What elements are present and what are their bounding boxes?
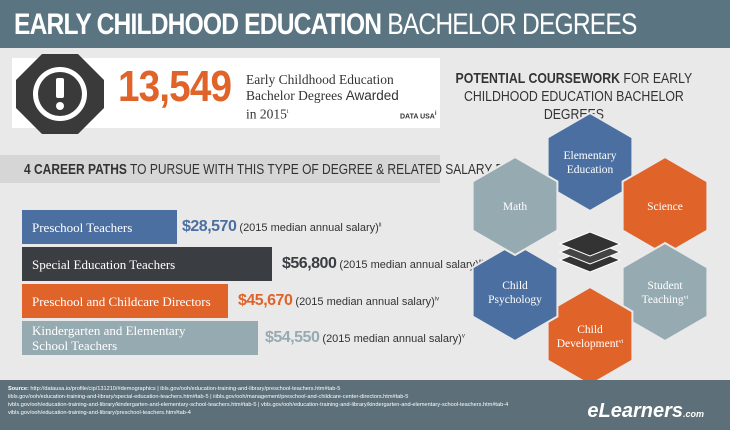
hexagon bbox=[471, 155, 559, 257]
course-label: Developmentvi bbox=[557, 338, 624, 350]
source-line: Source: http://datausa.io/profile/cip/13… bbox=[8, 386, 341, 392]
hexagon bbox=[471, 241, 559, 343]
course-note: vi bbox=[619, 339, 624, 345]
course-label: Education bbox=[567, 164, 614, 176]
course-label: Elementary bbox=[563, 150, 616, 162]
hexagon bbox=[621, 241, 709, 343]
careers-heading: 4 CAREER PATHS TO PURSUE WITH THIS TYPE … bbox=[0, 155, 526, 183]
course-label: Child bbox=[502, 280, 528, 292]
career-salary: $56,800 (2015 median annual salary)iii bbox=[282, 255, 483, 272]
book bbox=[558, 231, 622, 257]
course-label: Teachingvi bbox=[642, 294, 689, 306]
course-label: Student bbox=[647, 280, 683, 292]
career-bar: Special Education Teachers bbox=[22, 247, 272, 281]
stat-text: Early Childhood Education Bachelor Degree… bbox=[246, 72, 399, 122]
coursework-hexagons: Elementary Education Science Student Teachin… bbox=[471, 111, 709, 380]
course-label: Psychology bbox=[488, 294, 542, 306]
course-note: vi bbox=[684, 295, 689, 301]
career-bar: Kindergarten and Elementary School Teache… bbox=[22, 321, 258, 355]
source-line: ivbls.gov/ooh/education-training-and-lib… bbox=[8, 402, 509, 408]
stat-source: DATA USAi bbox=[400, 111, 437, 121]
source-line: vibls.gov/ooh/education-training-and-lib… bbox=[8, 410, 191, 416]
career-bar: Preschool Teachers bbox=[22, 210, 177, 244]
footer: Source: http://datausa.io/profile/cip/13… bbox=[0, 380, 730, 430]
alert-icon bbox=[16, 54, 104, 134]
course-label: Science bbox=[647, 201, 683, 213]
stat-value: 13,549 bbox=[118, 62, 232, 111]
header: EARLY CHILDHOOD EDUCATION BACHELOR DEGRE… bbox=[0, 0, 730, 48]
logo: eLearners.com bbox=[587, 400, 704, 422]
hexagon bbox=[546, 111, 634, 213]
books-icon bbox=[558, 231, 622, 273]
title: EARLY CHILDHOOD EDUCATION BACHELOR DEGRE… bbox=[14, 8, 637, 41]
course-label: Child bbox=[577, 324, 603, 336]
source-line: iibls.gov/ooh/education-training-and-lib… bbox=[8, 394, 409, 400]
career-salary: $28,570 (2015 median annual salary)ii bbox=[182, 218, 382, 235]
career-salary: $45,670 (2015 median annual salary)iv bbox=[238, 292, 440, 309]
career-bar: Preschool and Childcare Directors bbox=[22, 284, 228, 318]
career-salary: $54,550 (2015 median annual salary)v bbox=[265, 329, 465, 346]
course-label: Math bbox=[503, 201, 528, 213]
